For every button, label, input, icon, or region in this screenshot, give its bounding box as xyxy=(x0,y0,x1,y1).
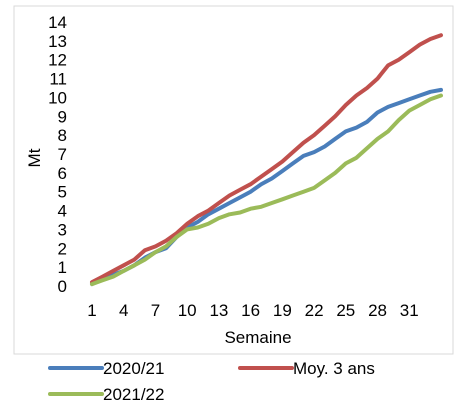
legend-label-2: 2021/22 xyxy=(103,385,164,404)
y-tick-label: 0 xyxy=(58,277,67,296)
legend-label-1: Moy. 3 ans xyxy=(293,359,375,378)
y-tick-label: 12 xyxy=(48,51,67,70)
x-tick-label: 10 xyxy=(178,301,197,320)
x-tick-label: 19 xyxy=(273,301,292,320)
x-tick-label: 25 xyxy=(336,301,355,320)
x-tick-label: 28 xyxy=(368,301,387,320)
series-line-1 xyxy=(90,33,443,285)
x-tick-label: 1 xyxy=(87,301,96,320)
x-tick-label: 7 xyxy=(151,301,160,320)
y-tick-label: 6 xyxy=(58,164,67,183)
plot-frame xyxy=(13,5,454,355)
y-tick-label: 3 xyxy=(58,220,67,239)
y-tick-label: 11 xyxy=(49,70,67,89)
y-tick-label: 10 xyxy=(48,88,67,107)
y-tick-label: 4 xyxy=(58,202,67,221)
x-tick-label: 4 xyxy=(119,301,128,320)
y-tick-label: 2 xyxy=(58,239,67,258)
y-tick-label: 13 xyxy=(48,32,67,51)
y-tick-label: 9 xyxy=(58,107,67,126)
y-tick-label: 7 xyxy=(58,145,67,164)
series-lines xyxy=(90,33,443,287)
x-tick-label: 31 xyxy=(400,301,419,320)
x-tick-label: 16 xyxy=(241,301,260,320)
x-tick-label: 13 xyxy=(209,301,228,320)
x-axis-title: Semaine xyxy=(224,328,291,347)
series-line-2 xyxy=(90,93,443,287)
y-tick-label: 5 xyxy=(58,183,67,202)
y-tick-label: 8 xyxy=(58,126,67,145)
x-tick-label: 22 xyxy=(305,301,324,320)
y-tick-label: 14 xyxy=(48,13,67,32)
y-tick-label: 1 xyxy=(58,258,67,277)
legend: 2020/21 Moy. 3 ans 2021/22 xyxy=(48,359,375,404)
legend-label-0: 2020/21 xyxy=(103,359,164,378)
y-axis-title: Mt xyxy=(25,148,44,167)
x-axis-ticks: 1 4 7 10 13 16 19 22 25 28 31 xyxy=(87,301,418,320)
